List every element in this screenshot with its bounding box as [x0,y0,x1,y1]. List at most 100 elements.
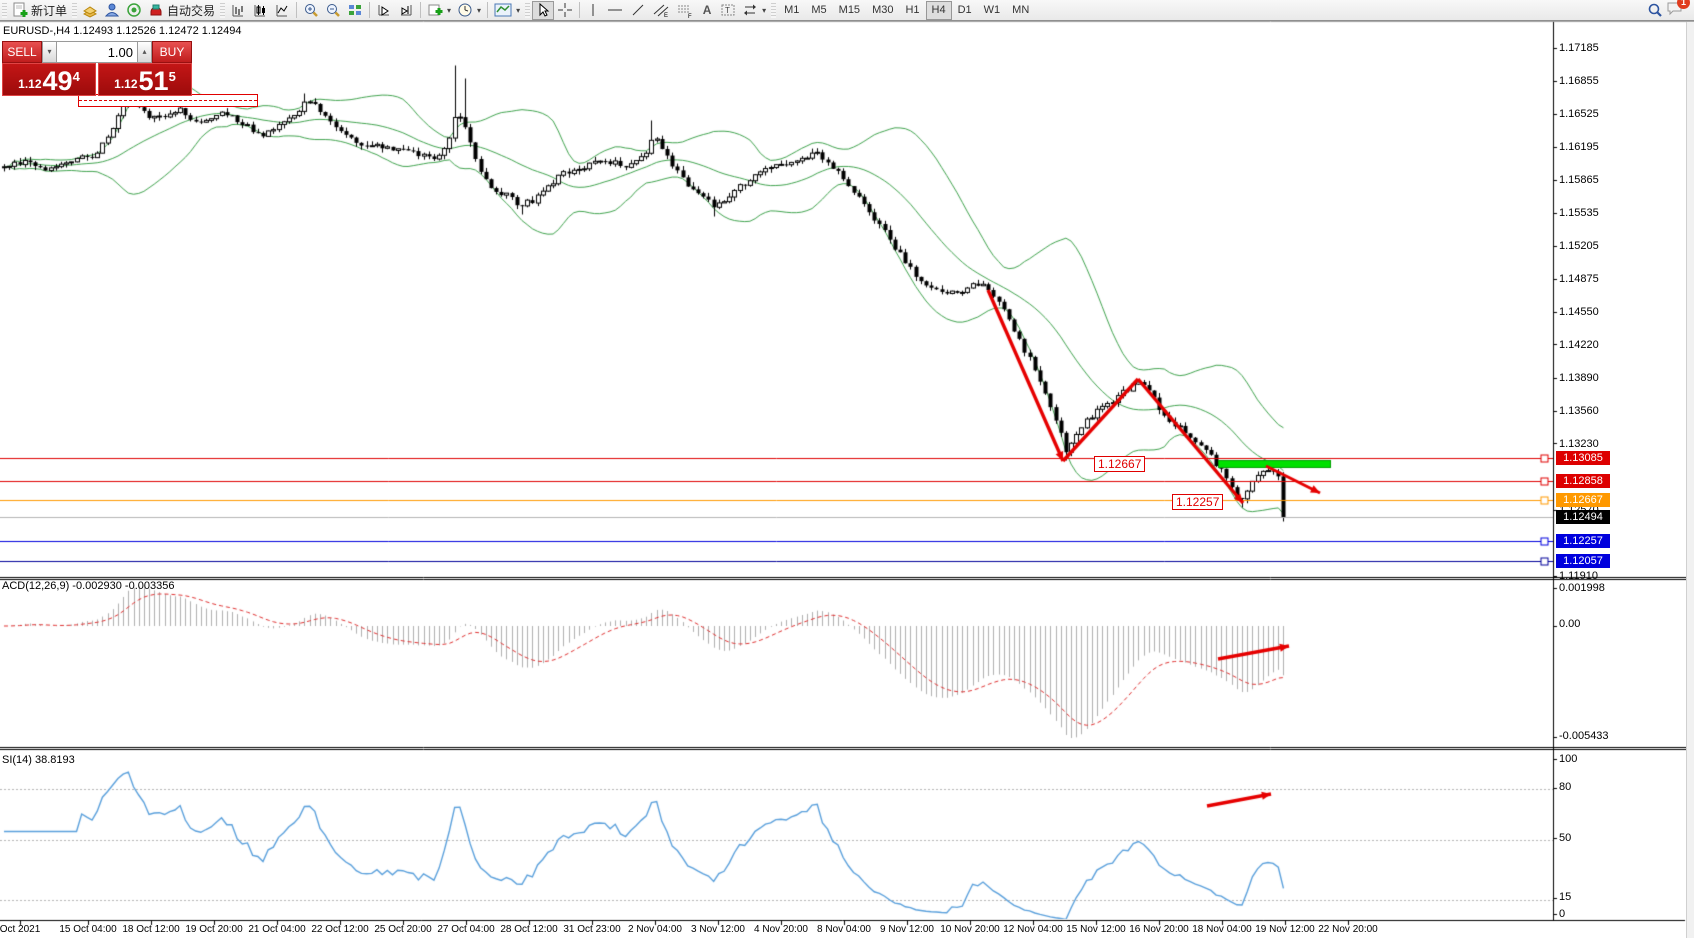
dropdown-caret-icon: ▾ [477,5,482,15]
channel-button[interactable]: E [649,1,673,20]
time-axis-label: 18 Oct 12:00 [122,924,180,935]
vline-button[interactable] [583,1,603,20]
zoom-in-button[interactable] [300,1,322,20]
svg-text:F: F [688,14,692,18]
autotrade-icon [148,2,164,18]
price-axis-label: 1.15535 [1559,207,1599,219]
bid-quote[interactable]: 1.12 49 4 [2,63,96,96]
templates-icon [494,2,512,18]
channel-icon: E [652,2,670,18]
rsi-scale-0: 0 [1559,908,1566,920]
new-order-icon [12,2,28,18]
indicators-icon [427,2,443,18]
indicators-button[interactable]: ▾ [424,1,454,20]
time-axis-label: 9 Nov 12:00 [880,924,934,935]
buy-button[interactable]: BUY [152,41,192,63]
tile-windows-button[interactable] [344,1,366,20]
price-axis-label: 1.16855 [1559,75,1599,87]
svg-text:T: T [725,6,730,15]
tf-button-MN[interactable]: MN [1006,1,1035,20]
cursor-button[interactable] [532,0,555,20]
price-line-badge: 1.12667 [1556,492,1610,507]
cursor-icon [535,2,551,18]
text-label-button[interactable]: T [717,1,739,20]
trendline-button[interactable] [627,1,649,20]
templates-button[interactable]: ▾ [491,1,523,20]
volume-down-button[interactable]: ▾ [42,41,57,63]
price-line-badge: 1.12858 [1556,473,1610,488]
toolbar-grip[interactable] [2,2,7,18]
tf-button-M30[interactable]: M30 [866,1,899,20]
bid-sup: 4 [72,69,80,84]
toolbar-grip[interactable] [220,2,226,18]
annotation-price-label-1[interactable]: 1.12667 [1094,456,1146,472]
ask-sup: 5 [168,69,176,84]
new-order-button[interactable]: 新订单 [9,1,70,20]
chart-title: EURUSD-,H4 1.12493 1.12526 1.12472 1.124… [3,25,242,37]
volume-up-button[interactable]: ▴ [137,41,152,63]
tf-button-H1[interactable]: H1 [899,1,925,20]
candle-chart-button[interactable] [249,1,271,20]
price-line-badge: 1.12257 [1556,533,1610,548]
tf-button-M5[interactable]: M5 [805,1,832,20]
price-axis-label: 1.15205 [1559,240,1599,252]
auto-scroll-button[interactable] [373,1,395,20]
candle-chart-icon [252,2,268,18]
dropdown-caret-icon: ▾ [447,5,452,15]
bid-small: 1.12 [18,77,42,91]
macd-scale-min: -0.005433 [1559,730,1609,742]
time-axis-label: 27 Oct 04:00 [437,924,495,935]
search-button[interactable] [1644,1,1666,20]
tf-button-D1[interactable]: D1 [952,1,978,20]
time-axis-label: 16 Nov 20:00 [1129,924,1189,935]
tf-button-M15[interactable]: M15 [833,1,866,20]
toolbar-grip[interactable] [771,2,777,18]
toolbar-grip[interactable] [525,2,531,18]
signal-button[interactable] [123,1,145,20]
autotrade-button[interactable]: 自动交易 [145,1,218,20]
time-axis-label: 2 Nov 04:00 [628,924,682,935]
bar-chart-button[interactable] [227,1,249,20]
bid-big: 49 [42,66,73,96]
fibonacci-button[interactable]: F [673,1,697,20]
profile-button[interactable] [101,1,123,20]
crosshair-icon [557,2,573,18]
tf-button-H4[interactable]: H4 [925,0,952,20]
new-order-label: 新订单 [31,3,68,18]
volume-input[interactable] [57,42,137,62]
periods-button[interactable]: ▾ [454,1,484,20]
zoom-in-icon [303,2,319,18]
annotation-price-label-2[interactable]: 1.12257 [1172,494,1224,510]
price-line-badge: 1.12494 [1556,510,1610,525]
ask-quote[interactable]: 1.12 51 5 [98,63,192,96]
crosshair-button[interactable] [554,1,576,20]
price-line-badge: 1.13085 [1556,451,1610,465]
zoom-out-button[interactable] [322,1,344,20]
chat-button[interactable]: 1 [1666,0,1690,21]
price-axis-label: 1.13560 [1559,404,1599,417]
macd-indicator-label: ACD(12,26,9) -0.002930 -0.003356 [2,580,175,592]
tf-button-W1[interactable]: W1 [978,1,1007,20]
trendline-icon [630,2,646,18]
autotrade-label: 自动交易 [167,3,216,18]
window-scrollbar[interactable] [1686,22,1694,938]
price-line-badge: 1.12057 [1556,553,1610,568]
tf-button-M1[interactable]: M1 [778,1,805,20]
time-axis-label: 19 Oct 20:00 [185,924,243,935]
line-chart-button[interactable] [271,1,293,20]
price-axis-label: 1.17185 [1559,42,1599,54]
price-axis-label: 1.14220 [1559,338,1599,351]
sell-button[interactable]: SELL [2,41,42,63]
text-button[interactable]: A [697,1,717,20]
main-toolbar: 新订单 自动交易 ▾ ▾ ▾ E F A T [0,0,1694,21]
arrows-button[interactable]: ▾ [739,1,769,20]
chart-shift-button[interactable] [395,1,417,20]
history-center-button[interactable] [79,1,101,20]
hline-button[interactable] [603,1,627,20]
toolbar-grip[interactable] [72,2,78,18]
time-axis-label: 4 Nov 20:00 [754,924,808,935]
price-axis-label: 1.14875 [1559,273,1599,285]
history-center-icon [82,2,98,18]
dropdown-caret-icon: ▾ [762,5,767,15]
